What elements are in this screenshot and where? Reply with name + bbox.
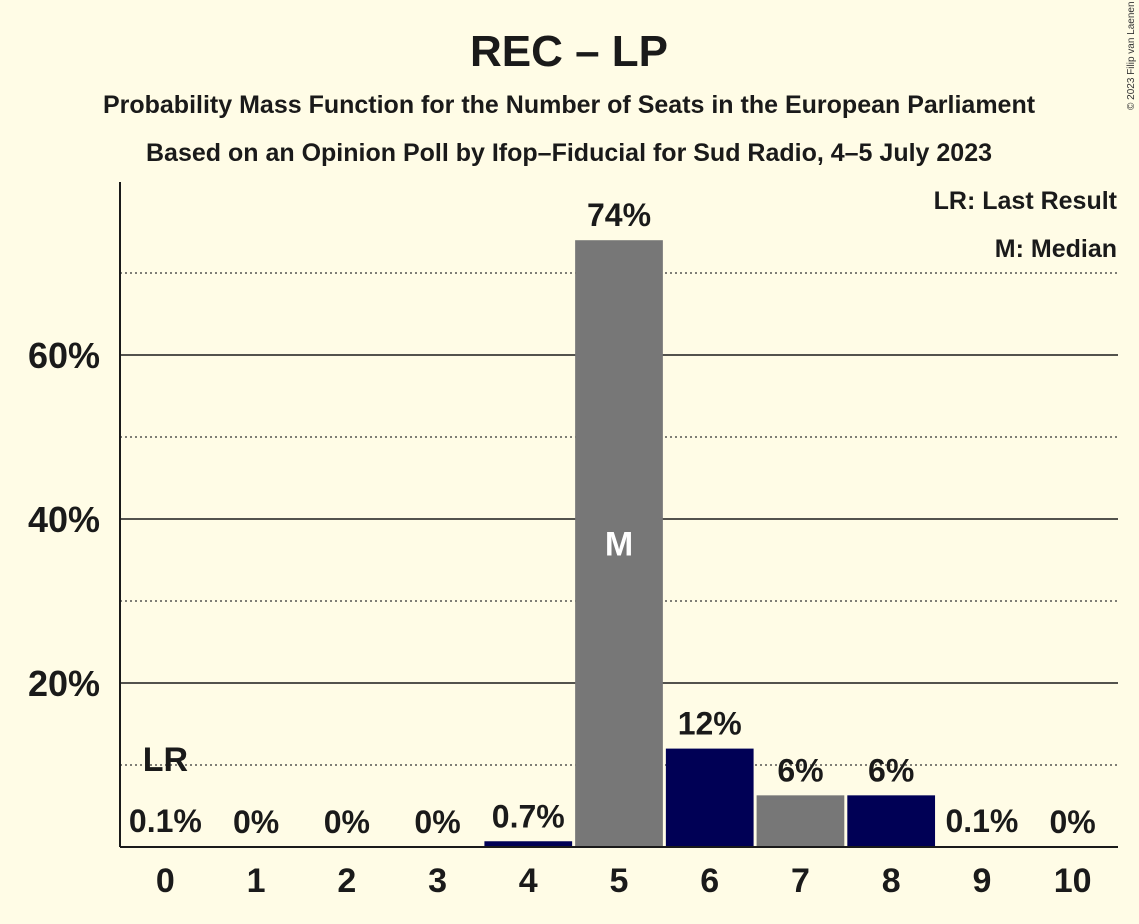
y-tick-label: 40% bbox=[28, 499, 100, 540]
legend-entry: M: Median bbox=[995, 235, 1117, 263]
data-labels: 0.1% 0 0% 1 0% 2 0% 3 0.7% 4 74% 5 12% 6 6% 7 6% 8 0.1% 9 0%… bbox=[129, 197, 1096, 900]
y-tick-label: 20% bbox=[28, 663, 100, 704]
x-tick-label: 5 bbox=[610, 862, 629, 900]
chart-subtitle-2: Based on an Opinion Poll by Ifop–Fiducia… bbox=[146, 139, 992, 167]
axes: 20% 40% 60% bbox=[28, 182, 1118, 848]
data-label-seat-7: 6% bbox=[777, 752, 823, 788]
x-tick-label: 2 bbox=[337, 862, 356, 900]
y-tick-label: 60% bbox=[28, 335, 100, 376]
x-tick-label: 10 bbox=[1054, 862, 1092, 900]
last-result-marker: LR bbox=[143, 741, 188, 779]
x-tick-label: 7 bbox=[791, 862, 810, 900]
bar-seat-7 bbox=[756, 795, 845, 847]
chart-title: REC – LP bbox=[470, 27, 668, 76]
x-tick-label: 4 bbox=[519, 862, 538, 900]
legend-entry: LR: Last Result bbox=[934, 187, 1118, 215]
x-tick-label: 6 bbox=[700, 862, 719, 900]
data-label-seat-3: 0% bbox=[414, 804, 460, 840]
data-label-seat-4: 0.7% bbox=[492, 798, 565, 834]
bar-seat-4 bbox=[484, 841, 573, 847]
bar-seat-8 bbox=[847, 795, 936, 847]
data-label-seat-2: 0% bbox=[324, 804, 370, 840]
data-label-seat-1: 0% bbox=[233, 804, 279, 840]
bars bbox=[121, 240, 1026, 847]
x-tick-label: 0 bbox=[156, 862, 175, 900]
median-marker: M bbox=[605, 526, 633, 564]
data-label-seat-6: 12% bbox=[678, 706, 742, 742]
copyright-notice: © 2023 Filip van Laenen bbox=[1126, 1, 1137, 110]
data-label-seat-10: 0% bbox=[1050, 804, 1096, 840]
data-label-seat-0: 0.1% bbox=[129, 803, 202, 839]
bar-seat-5 bbox=[575, 240, 663, 847]
data-label-seat-5: 74% bbox=[587, 197, 651, 233]
x-tick-label: 1 bbox=[247, 862, 266, 900]
x-tick-label: 8 bbox=[882, 862, 901, 900]
data-label-seat-8: 6% bbox=[868, 752, 914, 788]
bar-seat-6 bbox=[665, 748, 754, 847]
x-tick-label: 3 bbox=[428, 862, 447, 900]
legend: LR: Last Result M: Median bbox=[934, 187, 1118, 263]
x-tick-label: 9 bbox=[972, 862, 991, 900]
chart-subtitle-1: Probability Mass Function for the Number… bbox=[103, 91, 1036, 119]
data-label-seat-9: 0.1% bbox=[945, 803, 1018, 839]
